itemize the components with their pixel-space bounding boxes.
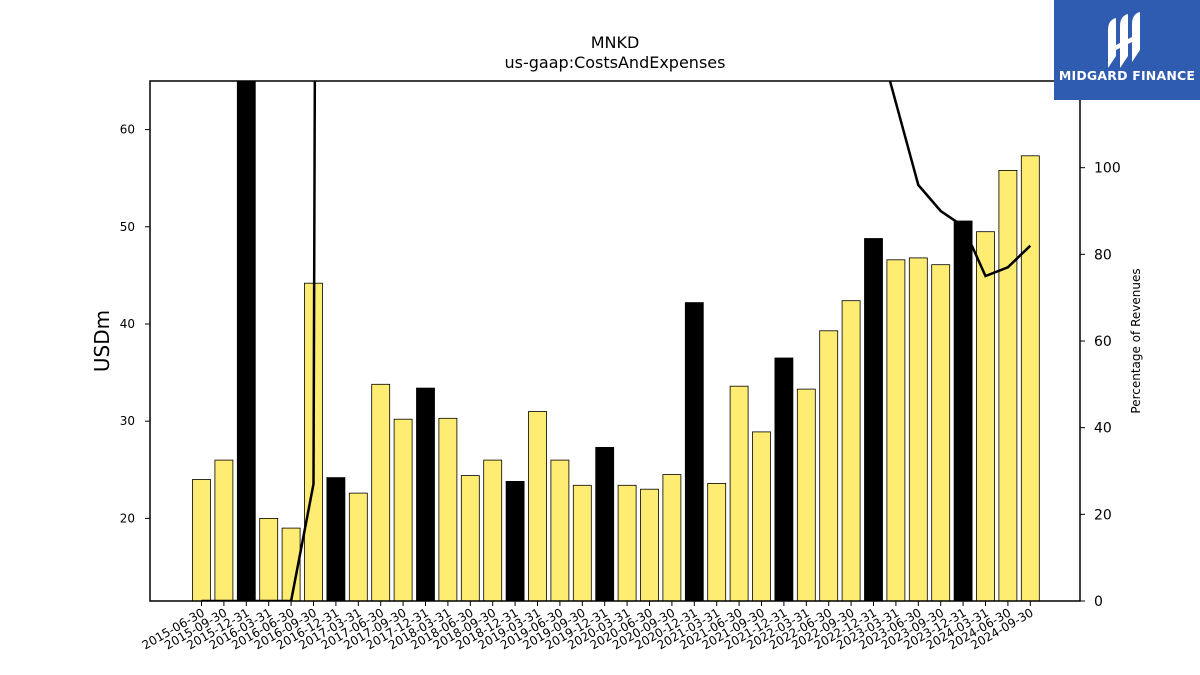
bar-2019-03-31 <box>528 411 547 602</box>
bar-2020-09-30 <box>662 474 682 602</box>
bar-2016-12-31 <box>326 477 346 602</box>
bar-2023-09-30 <box>931 264 951 602</box>
chart-title: MNKD <box>591 33 640 52</box>
y-tick-label-right-60: 60 <box>1094 334 1112 350</box>
bar-2021-03-31 <box>707 482 727 602</box>
bar-2024-03-31 <box>976 231 995 602</box>
bar-2022-03-31 <box>796 388 816 602</box>
bar-2017-09-30 <box>393 418 413 602</box>
percentage-line-segment-0 <box>201 81 317 601</box>
y-tick-label-left-30: 30 <box>120 414 135 428</box>
bar-2023-03-31 <box>886 259 906 602</box>
bar-2024-06-30 <box>998 169 1018 602</box>
mf-monogram-icon <box>1108 12 1140 68</box>
bar-2018-12-31 <box>505 480 525 602</box>
bar-2017-03-31 <box>348 492 368 602</box>
percentage-line-segment-1 <box>888 81 1032 278</box>
y-tick-label-left-40: 40 <box>120 317 135 331</box>
bar-2021-09-30 <box>752 431 771 602</box>
bar-2020-12-31 <box>684 302 704 602</box>
bar-2019-12-31 <box>595 446 615 602</box>
bar-2024-09-30 <box>1020 155 1040 602</box>
chart-subtitle: us-gaap:CostsAndExpenses <box>505 53 726 72</box>
bar-2021-12-31 <box>774 357 794 602</box>
y-tick-label-left-50: 50 <box>120 220 135 234</box>
y-axis-label-left: USDm <box>90 310 114 372</box>
bar-2022-12-31 <box>864 238 883 602</box>
bar-2020-03-31 <box>617 484 637 602</box>
y-axis-left: 20 30 40 50 60 <box>120 123 150 525</box>
bar-2016-03-31 <box>259 518 279 602</box>
y-tick-label-right-0: 0 <box>1094 594 1103 610</box>
y-tick-label-left-60: 60 <box>120 123 135 137</box>
y-axis-label-right: Percentage of Revenues <box>1129 268 1143 413</box>
bar-2015-06-30 <box>192 479 211 602</box>
bar-2021-06-30 <box>729 385 749 602</box>
bar-2019-06-30 <box>550 459 570 602</box>
y-tick-label-left-20: 20 <box>120 511 135 525</box>
bar-2023-06-30 <box>908 257 928 602</box>
y-axis-right: 0 20 40 60 80 100 <box>1080 161 1121 610</box>
bar-2022-09-30 <box>841 300 861 602</box>
percentage-line <box>201 81 1032 601</box>
bar-2018-09-30 <box>483 459 503 602</box>
bar-2015-12-31 <box>236 80 256 602</box>
bars <box>192 80 1040 602</box>
y-tick-label-right-80: 80 <box>1094 247 1112 263</box>
y-tick-label-right-100: 100 <box>1094 161 1121 177</box>
bar-2017-06-30 <box>371 383 391 602</box>
bar-2018-06-30 <box>460 475 480 602</box>
y-tick-label-right-40: 40 <box>1094 421 1112 437</box>
bar-2023-12-31 <box>953 220 973 602</box>
bar-2020-06-30 <box>640 488 659 602</box>
bar-2015-09-30 <box>214 459 234 602</box>
logo-text: MIDGARD FINANCE <box>1058 68 1196 83</box>
logo: MIDGARD FINANCE <box>1054 0 1200 100</box>
bar-2019-09-30 <box>572 484 592 602</box>
bar-2018-03-31 <box>438 417 458 602</box>
x-axis: 2015-06-302015-09-302015-12-312016-03-31… <box>140 601 1036 652</box>
bar-2022-06-30 <box>819 330 839 602</box>
y-tick-label-right-20: 20 <box>1094 507 1112 523</box>
bar-2017-12-31 <box>416 387 435 602</box>
